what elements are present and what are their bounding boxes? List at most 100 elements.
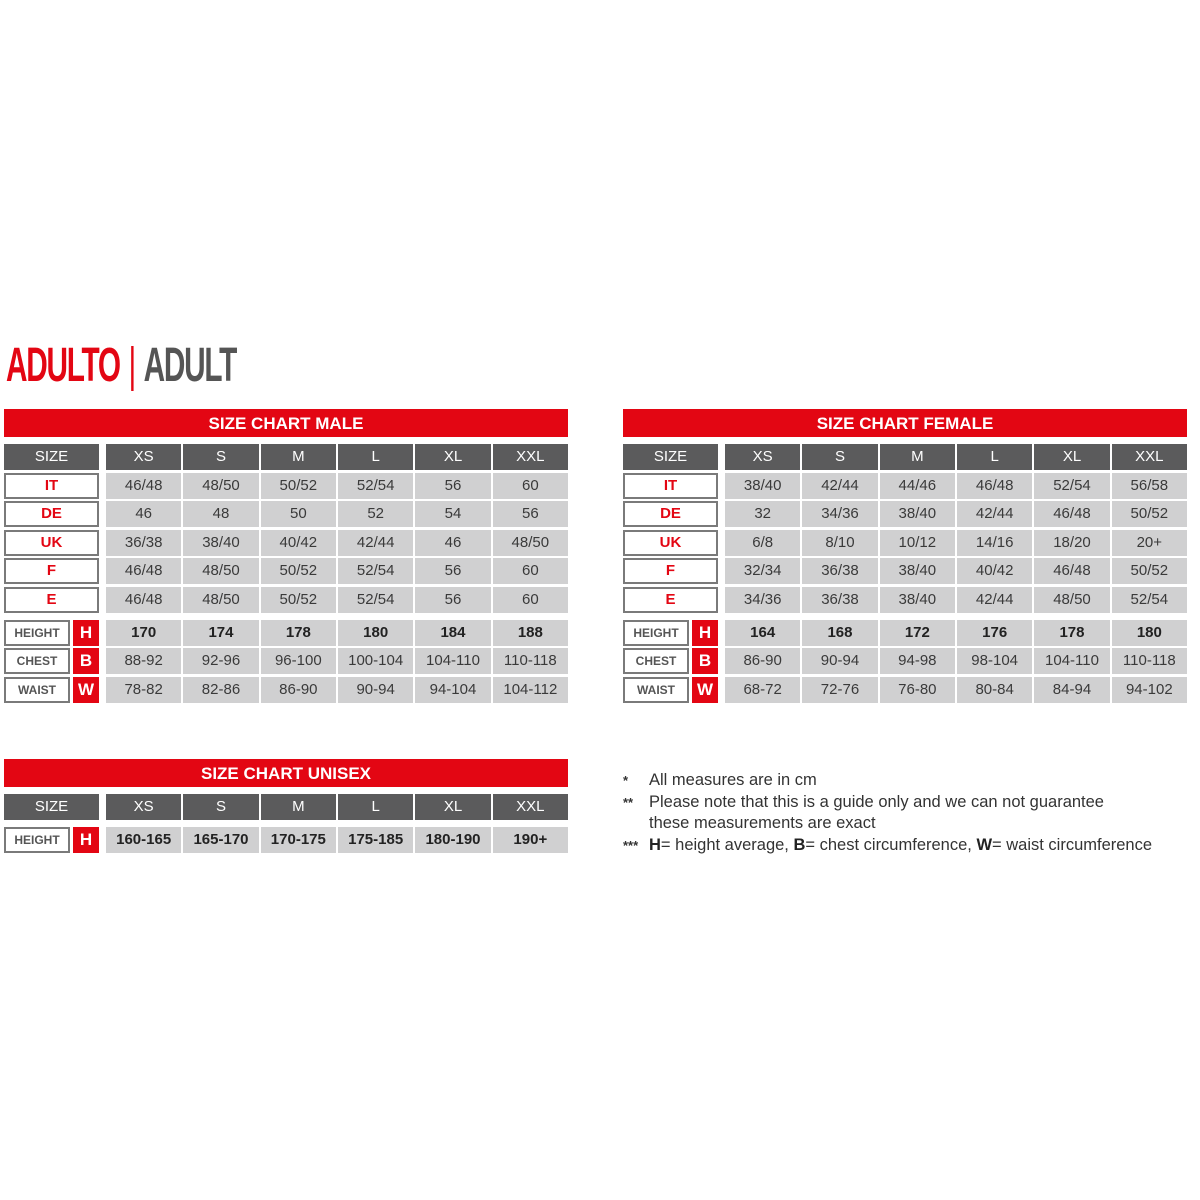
table-cell: 172 <box>879 619 955 646</box>
table-cell: 34/36 <box>802 501 878 527</box>
table-cell: 56 <box>415 586 491 613</box>
measure-name: WAIST <box>4 676 70 703</box>
size-xs: XS <box>725 444 801 470</box>
size-xxl: XXL <box>492 444 568 470</box>
table-cell: 40/42 <box>957 558 1033 584</box>
table-cell: 52/54 <box>1111 586 1187 613</box>
legend-key: W <box>976 835 993 854</box>
legend-text: = height average, <box>660 835 794 854</box>
measure-letter: H <box>73 619 99 646</box>
table-cell: 190+ <box>492 827 568 853</box>
note-marker: *** <box>623 837 639 853</box>
legend-key: B <box>793 835 806 854</box>
country-label: DE <box>4 501 99 527</box>
table-cell: 188 <box>492 619 568 646</box>
size-label: SIZE <box>4 444 99 470</box>
note-3: *** H= height average, B= chest circumfe… <box>623 835 1152 857</box>
measure-name: CHEST <box>623 648 689 674</box>
table-cell: 50 <box>260 501 336 527</box>
country-label: E <box>623 586 718 613</box>
table-cell: 42/44 <box>802 472 878 499</box>
measure-letter: H <box>692 619 718 646</box>
table-cell: 80-84 <box>957 676 1033 703</box>
table-cell: 8/10 <box>802 529 878 556</box>
measure-letter: W <box>73 676 99 703</box>
table-cell: 110-118 <box>492 648 568 674</box>
legend-text: = chest circumference, <box>805 835 977 854</box>
note-text: All measures are in cm <box>649 771 817 789</box>
notes: * All measures are in cm ** Please note … <box>623 770 1152 856</box>
table-cell: 46/48 <box>106 586 182 613</box>
table-cell: 160-165 <box>106 827 182 853</box>
country-label: IT <box>623 472 718 499</box>
table-cell: 174 <box>183 619 259 646</box>
measure-letter: B <box>692 648 718 674</box>
table-cell: 104-112 <box>492 676 568 703</box>
country-label: E <box>4 586 99 613</box>
size-m: M <box>260 794 336 820</box>
table-cell: 88-92 <box>106 648 182 674</box>
table-row-it: IT 46/48 48/50 50/52 52/54 56 60 <box>4 472 568 499</box>
table-cell: 82-86 <box>183 676 259 703</box>
table-cell: 36/38 <box>106 529 182 556</box>
table-row-it: IT 38/40 42/44 44/46 46/48 52/54 56/58 <box>623 472 1187 499</box>
table-row-height: HEIGHT H 160-165 165-170 170-175 175-185 180-1… <box>4 827 568 853</box>
table-cell: 94-104 <box>415 676 491 703</box>
table-cell: 48/50 <box>492 529 568 556</box>
table-cell: 175-185 <box>338 827 414 853</box>
table-cell: 48/50 <box>183 558 259 584</box>
table-row-f: F 32/34 36/38 38/40 40/42 46/48 50/52 <box>623 558 1187 584</box>
size-label: SIZE <box>4 794 99 820</box>
measure-name: HEIGHT <box>4 619 70 646</box>
table-cell: 34/36 <box>725 586 801 613</box>
country-label: IT <box>4 472 99 499</box>
table-cell: 18/20 <box>1034 529 1110 556</box>
table-cell: 60 <box>492 472 568 499</box>
table-cell: 46 <box>106 501 182 527</box>
table-cell: 36/38 <box>802 558 878 584</box>
table-row-waist: WAIST W 68-72 72-76 76-80 80-84 84-94 94-102 <box>623 676 1187 703</box>
table-cell: 46 <box>415 529 491 556</box>
table-cell: 32/34 <box>725 558 801 584</box>
chart-title: SIZE CHART FEMALE <box>623 409 1187 437</box>
table-cell: 94-98 <box>879 648 955 674</box>
table-cell: 50/52 <box>1111 558 1187 584</box>
table-cell: 50/52 <box>260 558 336 584</box>
measure-name: HEIGHT <box>623 619 689 646</box>
table-cell: 46/48 <box>106 472 182 499</box>
table-cell: 104-110 <box>415 648 491 674</box>
table-cell: 170 <box>106 619 182 646</box>
measure-label: HEIGHT H <box>4 619 99 646</box>
legend-key: H <box>649 835 661 854</box>
table-cell: 96-100 <box>260 648 336 674</box>
size-xxl: XXL <box>492 794 568 820</box>
page-title: ADULTO | ADULT <box>6 339 237 392</box>
legend-text: = waist circumference <box>992 835 1153 854</box>
table-cell: 180 <box>1111 619 1187 646</box>
table-cell: 38/40 <box>725 472 801 499</box>
note-2: ** Please note that this is a guide only… <box>623 792 1152 835</box>
table-cell: 6/8 <box>725 529 801 556</box>
table-row-de: DE 46 48 50 52 54 56 <box>4 501 568 527</box>
measure-name: HEIGHT <box>4 827 70 853</box>
table-row-chest: CHEST B 88-92 92-96 96-100 100-104 104-110 110-… <box>4 648 568 674</box>
country-label: UK <box>623 529 718 556</box>
measure-label: HEIGHT H <box>4 827 99 853</box>
table-cell: 100-104 <box>338 648 414 674</box>
table-cell: 36/38 <box>802 586 878 613</box>
table-cell: 50/52 <box>260 586 336 613</box>
table-cell: 48/50 <box>1034 586 1110 613</box>
table-cell: 76-80 <box>879 676 955 703</box>
size-xl: XL <box>1034 444 1110 470</box>
measure-label: CHEST B <box>623 648 718 674</box>
size-xs: XS <box>106 794 182 820</box>
table-cell: 68-72 <box>725 676 801 703</box>
table-cell: 92-96 <box>183 648 259 674</box>
table-cell: 38/40 <box>879 558 955 584</box>
size-l: L <box>957 444 1033 470</box>
table-cell: 86-90 <box>260 676 336 703</box>
table-cell: 110-118 <box>1111 648 1187 674</box>
table-cell: 46/48 <box>106 558 182 584</box>
table-cell: 56/58 <box>1111 472 1187 499</box>
table-cell: 176 <box>957 619 1033 646</box>
